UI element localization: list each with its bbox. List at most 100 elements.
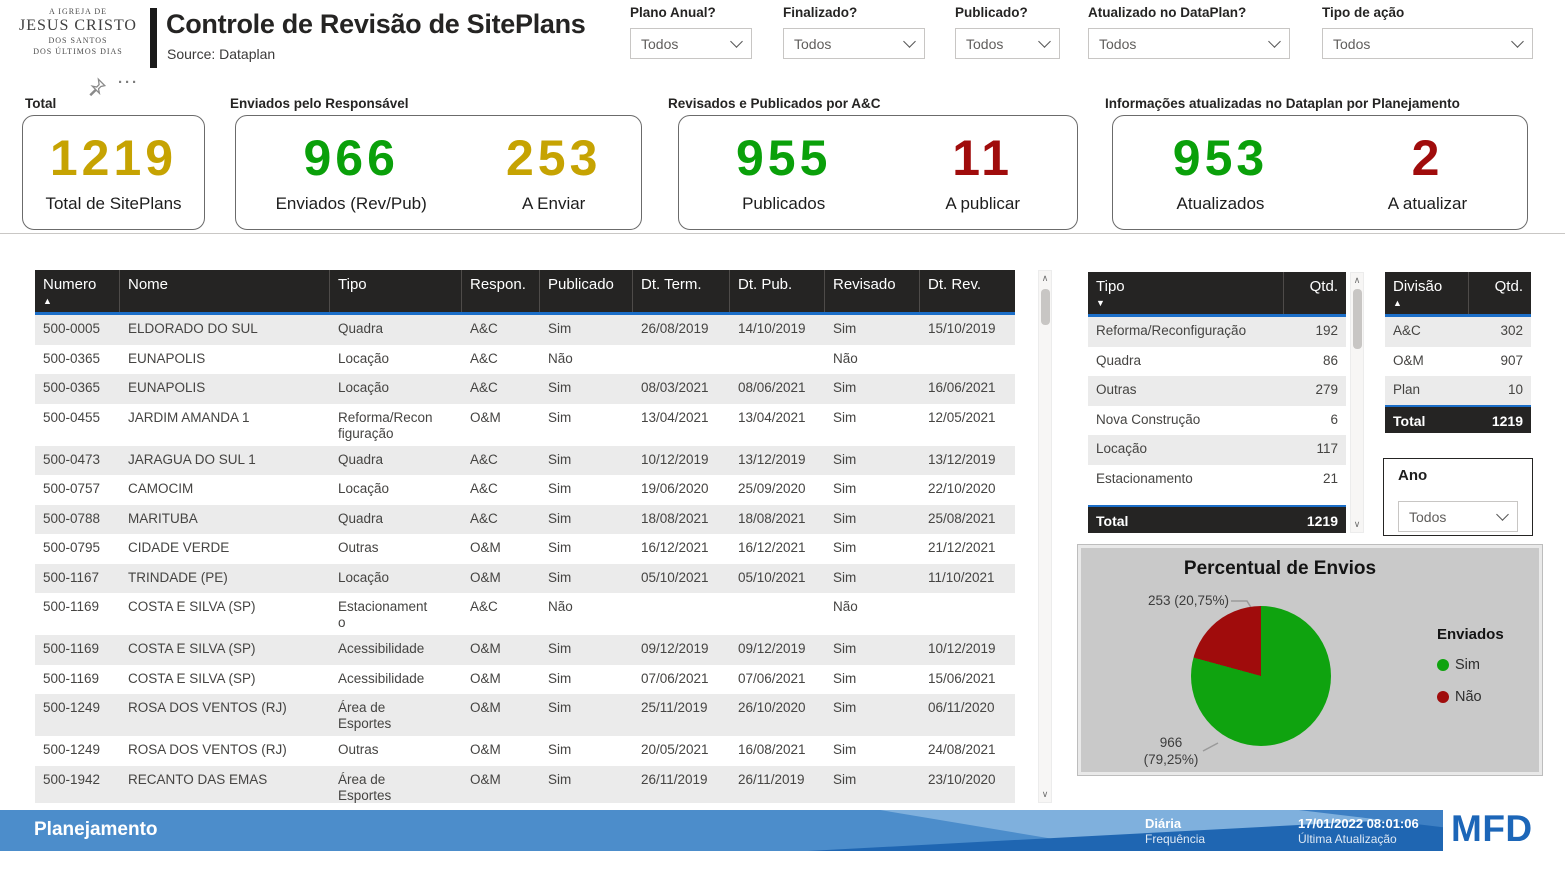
table-cell: 26/11/2019 (641, 771, 708, 787)
column-header[interactable]: Qtd. (1284, 272, 1346, 314)
pin-icon[interactable] (86, 76, 108, 98)
table-row[interactable]: Reforma/Reconfiguração 192 (1088, 317, 1346, 347)
table-row[interactable]: 500-1169 COSTA E SILVA (SP) Estacionamento… (35, 593, 1015, 635)
pie-chart[interactable] (1191, 606, 1331, 746)
scroll-down-icon[interactable]: ∨ (1041, 789, 1049, 799)
scrollbar-thumb[interactable] (1353, 289, 1362, 349)
table-row[interactable]: 500-0365 EUNAPOLIS Locação A&C Não Não (35, 345, 1015, 375)
kpi-value: 966 (303, 129, 399, 186)
table-scrollbar[interactable]: ∧ ∨ (1038, 270, 1052, 803)
table-cell: 21/12/2021 (928, 540, 996, 555)
table-row[interactable]: 500-1169 COSTA E SILVA (SP) Acessibilidade… (35, 635, 1015, 665)
scrollbar-thumb[interactable] (1041, 289, 1050, 325)
table-cell: 26/08/2019 (641, 321, 709, 336)
divisao-summary-table: Divisão ▲ Qtd. A&C 302 O&M 907 Plan 10 Total 1219 (1385, 272, 1531, 433)
kpi-card: 1219 Total de SitePlans (22, 115, 205, 230)
table-row[interactable]: 500-0365 EUNAPOLIS Locação A&C Sim 08/03/2021… (35, 374, 1015, 404)
table-row[interactable]: Outras 279 (1088, 376, 1346, 406)
table-row[interactable]: 500-0757 CAMOCIM Locação A&C Sim 19/06/2020 25… (35, 475, 1015, 505)
table-cell: 500-1169 (43, 641, 100, 656)
column-header[interactable]: Tipo (330, 270, 462, 312)
table-row[interactable]: 500-1169 COSTA E SILVA (SP) Acessibilidade… (35, 665, 1015, 695)
table-row[interactable]: Locação 117 (1088, 435, 1346, 465)
table-cell: 14/10/2019 (738, 321, 806, 336)
table-row[interactable]: Estacionamento 21 (1088, 465, 1346, 495)
pie-chart-panel: Percentual de Envios 253 (20,75%) 966 (79… (1078, 545, 1542, 775)
table-row[interactable]: A&C 302 (1385, 317, 1531, 347)
table-row[interactable]: 500-0788 MARITUBA Quadra A&C Sim 18/08/2021 18… (35, 504, 1015, 534)
legend-item[interactable]: Sim (1437, 657, 1504, 673)
table-header-row: Tipo ▼ Qtd. (1088, 272, 1346, 317)
table-cell: Sim (833, 451, 857, 467)
table-cell: Locação (338, 350, 390, 366)
column-header[interactable]: Numero ▲ (35, 270, 120, 312)
column-header[interactable]: Publicado (540, 270, 633, 312)
chevron-down-icon (730, 34, 743, 48)
column-header[interactable]: Revisado (825, 270, 920, 312)
frequency-label: Frequência (1145, 832, 1206, 846)
table-cell: 26/10/2020 (738, 700, 806, 715)
table-row[interactable]: 500-1249 ROSA DOS VENTOS (RJ) Outras O&M Sim… (35, 736, 1015, 766)
table-row[interactable]: Plan 10 (1385, 376, 1531, 406)
table-cell: MARITUBA (128, 510, 198, 526)
table-row[interactable]: Quadra 86 (1088, 347, 1346, 377)
column-header[interactable]: Dt. Term. (633, 270, 730, 312)
table-cell: 06/11/2020 (928, 700, 995, 715)
column-header[interactable]: Divisão ▲ (1385, 272, 1469, 314)
column-header-label: Divisão (1393, 278, 1443, 295)
table-row[interactable]: 500-0455 JARDIM AMANDA 1 Reforma/Reconfigu… (35, 404, 1015, 446)
scroll-up-icon[interactable]: ∧ (1353, 275, 1361, 285)
table-row[interactable]: 500-0005 ELDORADO DO SUL Quadra A&C Sim 26/08… (35, 315, 1015, 345)
tipo-table-scrollbar[interactable]: ∧ ∨ (1350, 272, 1364, 533)
table-row[interactable]: 500-0795 CIDADE VERDE Outras O&M Sim 16/12/20… (35, 534, 1015, 564)
chevron-down-icon (1496, 507, 1509, 521)
table-row[interactable]: 500-1167 TRINDADE (PE) Locação O&M Sim 05/10/… (35, 563, 1015, 593)
table-cell: Sim (833, 742, 857, 757)
table-cell: A&C (470, 451, 498, 467)
column-header[interactable]: Dt. Pub. (730, 270, 825, 312)
page-title: Controle de Revisão de SitePlans (166, 9, 586, 39)
table-row[interactable]: Nova Construção 6 (1088, 406, 1346, 436)
scroll-down-icon[interactable]: ∨ (1353, 519, 1361, 529)
table-cell: 07/06/2021 (641, 670, 709, 686)
table-cell: 279 (1315, 382, 1338, 397)
table-row[interactable]: 500-1249 ROSA DOS VENTOS (RJ) Área de Espo… (35, 694, 1015, 736)
kpi-item: 2 A atualizar (1388, 116, 1467, 229)
filter-dropdown[interactable]: Todos (630, 28, 752, 59)
filter-label: Finalizado? (783, 5, 858, 20)
scroll-up-icon[interactable]: ∧ (1041, 273, 1049, 283)
table-cell: Acessibilidade (338, 670, 425, 686)
table-cell: 500-0788 (43, 510, 101, 526)
legend-label: Não (1455, 689, 1482, 705)
filter-label: Tipo de ação (1322, 5, 1405, 20)
tipo-summary-table: Tipo ▼ Qtd. Reforma/Reconfiguração 192 Quadra… (1088, 272, 1346, 533)
filter-dropdown[interactable]: Todos (1088, 28, 1290, 59)
filter-dropdown[interactable]: Todos (955, 28, 1060, 59)
legend-item[interactable]: Não (1437, 689, 1504, 705)
ano-dropdown[interactable]: Todos (1398, 501, 1518, 532)
table-cell: 15/06/2021 (928, 670, 996, 686)
table-cell: Locação (338, 569, 390, 585)
table-cell: A&C (470, 380, 498, 395)
filter-4: Atualizado no DataPlan? Todos (1088, 5, 1290, 59)
table-row[interactable]: O&M 907 (1385, 347, 1531, 377)
column-header[interactable]: Dt. Rev. (920, 270, 1015, 312)
table-cell: O&M (470, 742, 501, 757)
kpi-value: 955 (735, 129, 832, 186)
filter-dropdown[interactable]: Todos (1322, 28, 1533, 59)
table-cell (730, 345, 825, 375)
column-header[interactable]: Qtd. (1469, 272, 1531, 314)
table-cell: Sim (833, 409, 857, 425)
filter-dropdown[interactable]: Todos (783, 28, 925, 59)
table-row[interactable]: 500-0473 JARAGUA DO SUL 1 Quadra A&C Sim 10/1… (35, 445, 1015, 475)
table-cell: 192 (1315, 323, 1338, 338)
table-cell: Outras (338, 742, 379, 757)
table-row[interactable]: 500-1942 RECANTO DAS EMAS Área de Esportes… (35, 765, 1015, 803)
table-cell: O&M (1393, 352, 1424, 368)
more-options-icon[interactable]: ··· (118, 74, 139, 91)
table-cell: ELDORADO DO SUL (128, 321, 258, 336)
kpi-label: A atualizar (1387, 193, 1468, 213)
column-header[interactable]: Nome (120, 270, 330, 312)
column-header[interactable]: Respon. (462, 270, 540, 312)
column-header[interactable]: Tipo ▼ (1088, 272, 1284, 314)
